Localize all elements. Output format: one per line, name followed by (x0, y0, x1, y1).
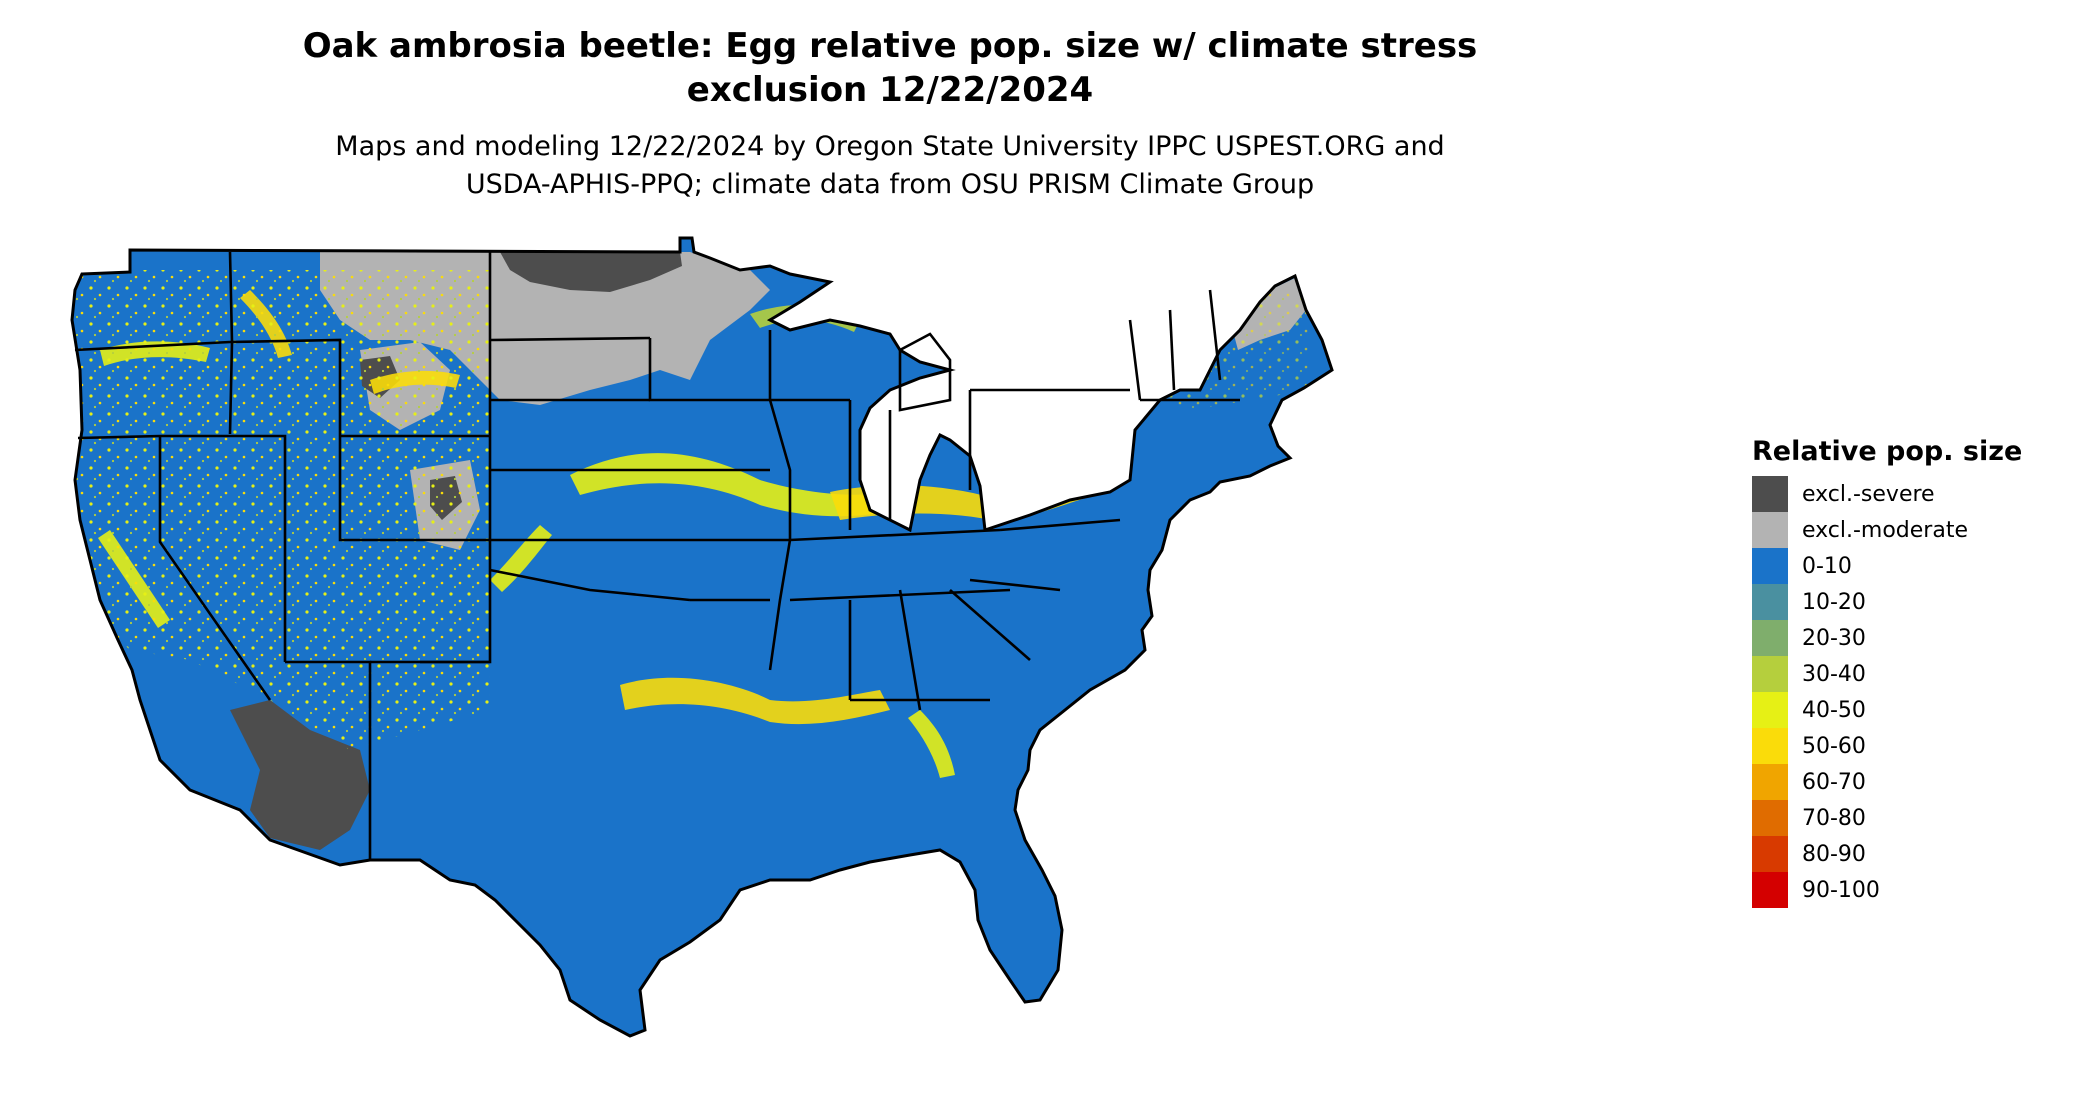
map-subtitle-line-2: USDA-APHIS-PPQ; climate data from OSU PR… (465, 169, 1315, 200)
legend-swatch (1752, 656, 1788, 692)
legend-swatch (1752, 620, 1788, 656)
legend-item: 90-100 (1752, 872, 2072, 908)
map-title: Oak ambrosia beetle: Egg relative pop. s… (180, 24, 1600, 112)
state-line-nd-sd (489, 336, 651, 342)
state-line-nc-sc (969, 578, 1061, 592)
legend-label: excl.-moderate (1802, 517, 1968, 543)
legend-label: 10-20 (1802, 589, 1866, 615)
legend-label: 70-80 (1802, 805, 1866, 831)
legend-label: 60-70 (1802, 769, 1866, 795)
legend-swatch (1752, 836, 1788, 872)
us-map-svg (70, 236, 1334, 1038)
legend-label: 30-40 (1802, 661, 1866, 687)
western-mountain-speckle (75, 270, 490, 750)
state-line-mississippi-river (768, 330, 792, 671)
state-boundaries (74, 251, 1240, 860)
state-line-or-ca (77, 434, 161, 440)
state-line-al-ga (898, 589, 922, 711)
map-title-line-1: Oak ambrosia beetle: Egg relative pop. s… (302, 26, 1478, 66)
state-line-ca-nv (158, 436, 272, 701)
legend-swatch (1752, 584, 1788, 620)
state-line-nv-ut (160, 434, 287, 662)
legend-swatch (1752, 800, 1788, 836)
legend-label: 50-60 (1802, 733, 1866, 759)
excl-severe-north-dakota (500, 252, 682, 292)
state-line-va-nc (999, 518, 1121, 532)
legend-label: 40-50 (1802, 697, 1866, 723)
legend-item: 20-30 (1752, 620, 2072, 656)
legend-swatch (1752, 764, 1788, 800)
state-line-ok-tx (489, 568, 691, 602)
map-subtitle: Maps and modeling 12/22/2024 by Oregon S… (180, 128, 1600, 204)
legend-swatch (1752, 548, 1788, 584)
excl-severe-desert-sw (230, 700, 370, 850)
legend-title: Relative pop. size (1752, 436, 2023, 467)
legend: Relative pop. size excl.-severe excl.-mod… (1752, 434, 2072, 908)
legend-item: 40-50 (1752, 692, 2072, 728)
legend-item: 50-60 (1752, 728, 2072, 764)
legend-swatch (1752, 872, 1788, 908)
state-line-ny-vt (1128, 319, 1142, 401)
state-line-ut-co (338, 436, 490, 542)
legend-item: excl.-severe (1752, 476, 2072, 512)
legend-item: 0-10 (1752, 548, 2072, 584)
state-line-mn-ia (648, 338, 770, 402)
map-subtitle-line-1: Maps and modeling 12/22/2024 by Oregon S… (335, 131, 1445, 162)
band-texas-west (490, 525, 552, 592)
state-line-wa-or (74, 340, 231, 352)
legend-item: excl.-moderate (1752, 512, 2072, 548)
legend-label: 90-100 (1802, 877, 1880, 903)
us-map (70, 230, 1720, 1120)
legend-label: 80-90 (1802, 841, 1866, 867)
state-line-mi-outline (898, 332, 952, 412)
legend-item: 60-70 (1752, 764, 2072, 800)
state-line-mt-wy (229, 338, 342, 436)
map-fill-layers (72, 238, 1332, 1036)
legend-swatch (1752, 512, 1788, 548)
map-title-line-2: exclusion 12/22/2024 (686, 70, 1094, 110)
legend-item: 30-40 (1752, 656, 2072, 692)
legend-label: 20-30 (1802, 625, 1866, 651)
legend-item: 10-20 (1752, 584, 2072, 620)
legend-label: 0-10 (1802, 553, 1852, 579)
state-line-ga-sc (949, 589, 1031, 661)
band-florida (908, 710, 955, 778)
state-line-nm-tx (420, 540, 492, 664)
legend-item: 80-90 (1752, 836, 2072, 872)
legend-items: excl.-severe excl.-moderate 0-10 10-20 20-30… (1752, 476, 2072, 908)
state-line-nh-me (1208, 289, 1222, 381)
legend-swatch (1752, 476, 1788, 512)
state-line-vt-nh (1168, 309, 1176, 391)
state-line-ky-tn (789, 528, 1001, 542)
legend-swatch (1752, 692, 1788, 728)
legend-label: excl.-severe (1802, 481, 1935, 507)
eastern-speckle (1100, 290, 1310, 410)
legend-item: 70-80 (1752, 800, 2072, 836)
band-gulf-coast (620, 677, 890, 725)
legend-swatch (1752, 728, 1788, 764)
band-virginia (1020, 415, 1080, 480)
